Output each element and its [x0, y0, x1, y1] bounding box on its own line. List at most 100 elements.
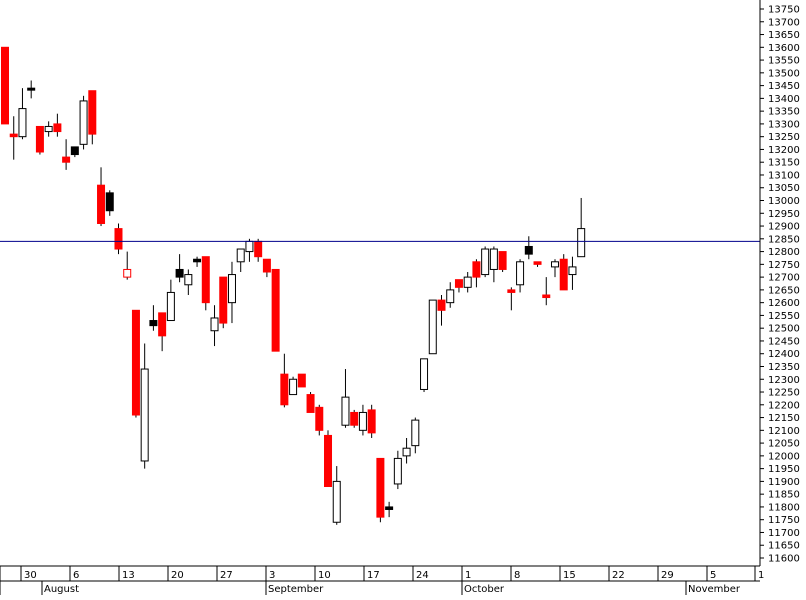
candle-body [341, 396, 350, 426]
candle-body [114, 228, 123, 250]
candle-body [524, 245, 533, 255]
y-tick-label: 12800 [768, 247, 800, 258]
y-tick-label: 12400 [768, 349, 800, 360]
candle [568, 256, 577, 290]
candle [454, 279, 463, 293]
y-tick-label: 13550 [768, 56, 800, 67]
y-tick-label: 12650 [768, 285, 800, 296]
candle [97, 167, 106, 227]
candle-body [271, 268, 280, 352]
y-tick-label: 12350 [768, 362, 800, 373]
candle-body [402, 447, 411, 457]
candle [306, 392, 315, 413]
candle-body [175, 268, 184, 278]
y-tick-label: 13650 [768, 30, 800, 41]
candle [507, 287, 516, 311]
candle [140, 343, 149, 469]
candle-body [88, 90, 97, 135]
y-tick-label: 11800 [768, 502, 800, 513]
y-tick-label: 12450 [768, 336, 800, 347]
candle-body [123, 268, 132, 278]
candle-body [1, 46, 9, 125]
candle [9, 116, 18, 160]
candles-layer [1, 46, 586, 525]
y-tick-label: 12750 [768, 260, 800, 271]
y-tick-label: 13450 [768, 81, 800, 92]
y-tick-label: 12300 [768, 375, 800, 386]
x-tick-label: 27 [220, 570, 233, 581]
candle-body [420, 358, 429, 390]
candle [158, 312, 167, 352]
candle [219, 276, 228, 329]
y-tick-label: 11750 [768, 515, 800, 526]
candle-body [358, 411, 367, 431]
candle-body [53, 123, 62, 133]
candle-body [306, 394, 315, 413]
candle [332, 466, 341, 525]
x-tick-label: 17 [367, 570, 380, 581]
candle-body [489, 248, 498, 270]
y-tick-label: 13200 [768, 145, 800, 156]
y-tick-label: 11700 [768, 528, 800, 539]
candle [245, 238, 254, 262]
candle [297, 373, 306, 388]
candle-body [201, 256, 210, 304]
candle [105, 190, 114, 216]
candle-body [550, 261, 559, 268]
candle [193, 256, 202, 267]
candle-body [446, 289, 455, 304]
candle [524, 236, 533, 260]
candle [44, 121, 53, 137]
candle-body [131, 309, 140, 416]
candle [437, 294, 446, 326]
candle [27, 80, 36, 99]
candle [481, 246, 490, 278]
y-tick-label: 12850 [768, 234, 800, 245]
candle-body [44, 125, 53, 133]
candle-body [542, 294, 551, 299]
y-tick-label: 12550 [768, 311, 800, 322]
candle-body [166, 291, 175, 322]
x-tick-label: 29 [661, 570, 674, 581]
x-tick-label: 1 [758, 570, 764, 581]
x-tick-label: 8 [514, 570, 520, 581]
y-tick-label: 12100 [768, 426, 800, 437]
candle-body [297, 373, 306, 388]
candle-body [219, 276, 228, 324]
candle [358, 404, 367, 436]
candle-body [184, 274, 193, 286]
candle [324, 430, 333, 488]
candle [350, 409, 359, 428]
y-tick-label: 13400 [768, 94, 800, 105]
candle-body [367, 409, 376, 434]
candle-body [105, 192, 114, 212]
candle-body [577, 228, 586, 258]
candle-body [385, 506, 394, 510]
x-tick-label: 20 [171, 570, 184, 581]
x-tick-label: 5 [710, 570, 716, 581]
y-tick-label: 13700 [768, 17, 800, 28]
candle [376, 457, 385, 523]
y-tick-label: 12000 [768, 451, 800, 462]
y-tick-label: 12050 [768, 439, 800, 450]
candle [280, 353, 289, 408]
candle-body [149, 320, 158, 327]
candle-body [568, 266, 577, 276]
y-tick-label: 13100 [768, 170, 800, 181]
y-tick-label: 13250 [768, 132, 800, 143]
candle [341, 369, 350, 428]
candle-body [289, 378, 298, 396]
candle-body [27, 87, 36, 91]
candle-body [18, 108, 27, 138]
candle [489, 246, 498, 283]
candle [516, 259, 525, 293]
y-tick-label: 11650 [768, 541, 800, 552]
candle [1, 46, 9, 125]
candle [385, 501, 394, 518]
candle [227, 261, 236, 324]
candle [315, 404, 324, 436]
candle-body [70, 146, 79, 156]
y-tick-label: 12900 [768, 222, 800, 233]
